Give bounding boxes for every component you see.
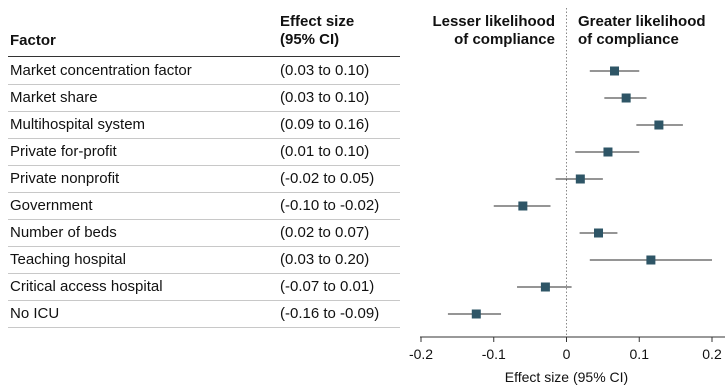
estimate-point bbox=[646, 255, 656, 265]
factor-label: Number of beds bbox=[10, 224, 117, 241]
estimate-point bbox=[518, 201, 528, 211]
x-axis-label: Effect size (95% CI) bbox=[505, 369, 628, 385]
factor-label: Market share bbox=[10, 89, 98, 106]
effect-size-column-header: Effect size (95% CI) bbox=[280, 13, 354, 49]
factor-label: Government bbox=[10, 197, 93, 214]
estimate-point bbox=[621, 93, 631, 103]
row-divider bbox=[8, 219, 400, 220]
x-axis-ticks: -0.2 -0.1 0 0.1 0.2 bbox=[409, 337, 722, 362]
x-tick-label: 0 bbox=[563, 346, 571, 362]
effect-size-ci: (-0.16 to -0.09) bbox=[280, 305, 380, 322]
row-divider bbox=[8, 273, 400, 274]
header-rule bbox=[8, 56, 400, 57]
row-divider bbox=[8, 192, 400, 193]
row-divider bbox=[8, 138, 400, 139]
x-tick-label: -0.2 bbox=[409, 346, 433, 362]
estimate-point bbox=[654, 120, 664, 130]
effect-size-ci: (0.03 to 0.20) bbox=[280, 251, 370, 268]
estimate-point bbox=[540, 282, 550, 292]
estimate-point bbox=[471, 309, 481, 319]
factor-label: Critical access hospital bbox=[10, 278, 163, 295]
factor-label: Teaching hospital bbox=[10, 251, 126, 268]
factor-label: Private for-profit bbox=[10, 143, 117, 160]
lesser-likelihood-label: Lesser likelihood of compliance bbox=[432, 13, 555, 49]
effect-size-header-line2: (95% CI) bbox=[280, 31, 340, 48]
estimate-point bbox=[610, 66, 620, 76]
effect-size-ci: (0.09 to 0.16) bbox=[280, 116, 370, 133]
estimate-point bbox=[575, 174, 585, 184]
effect-size-ci: (0.02 to 0.07) bbox=[280, 224, 370, 241]
factor-label: Private nonprofit bbox=[10, 170, 120, 187]
estimate-marks bbox=[447, 66, 712, 319]
x-tick-label: 0.1 bbox=[630, 346, 650, 362]
effect-size-ci: (0.03 to 0.10) bbox=[280, 62, 370, 79]
x-tick-label: -0.1 bbox=[482, 346, 506, 362]
effect-size-ci: (-0.02 to 0.05) bbox=[280, 170, 375, 187]
x-tick-label: 0.2 bbox=[702, 346, 722, 362]
row-divider bbox=[8, 111, 400, 112]
greater-label-line2: of compliance bbox=[578, 31, 679, 48]
effect-size-ci: (0.01 to 0.10) bbox=[280, 143, 370, 160]
factor-label: No ICU bbox=[10, 305, 60, 322]
effect-size-ci: (-0.07 to 0.01) bbox=[280, 278, 375, 295]
greater-label-line1: Greater likelihood bbox=[578, 13, 706, 30]
row-divider bbox=[8, 246, 400, 247]
lesser-label-line1: Lesser likelihood bbox=[432, 13, 555, 30]
estimate-point bbox=[594, 228, 604, 238]
effect-size-header-line1: Effect size bbox=[280, 13, 355, 30]
effect-size-ci: (-0.10 to -0.02) bbox=[280, 197, 380, 214]
factor-label: Multihospital system bbox=[10, 116, 146, 133]
greater-likelihood-label: Greater likelihood of compliance bbox=[578, 13, 706, 49]
row-divider bbox=[8, 165, 400, 166]
effect-size-ci: (0.03 to 0.10) bbox=[280, 89, 370, 106]
estimate-point bbox=[603, 147, 613, 157]
factor-label: Market concentration factor bbox=[10, 62, 192, 79]
lesser-label-line2: of compliance bbox=[454, 31, 555, 48]
row-divider bbox=[8, 300, 400, 301]
factor-column-header: Factor bbox=[10, 32, 56, 49]
row-divider bbox=[8, 84, 400, 85]
row-divider bbox=[8, 327, 400, 328]
